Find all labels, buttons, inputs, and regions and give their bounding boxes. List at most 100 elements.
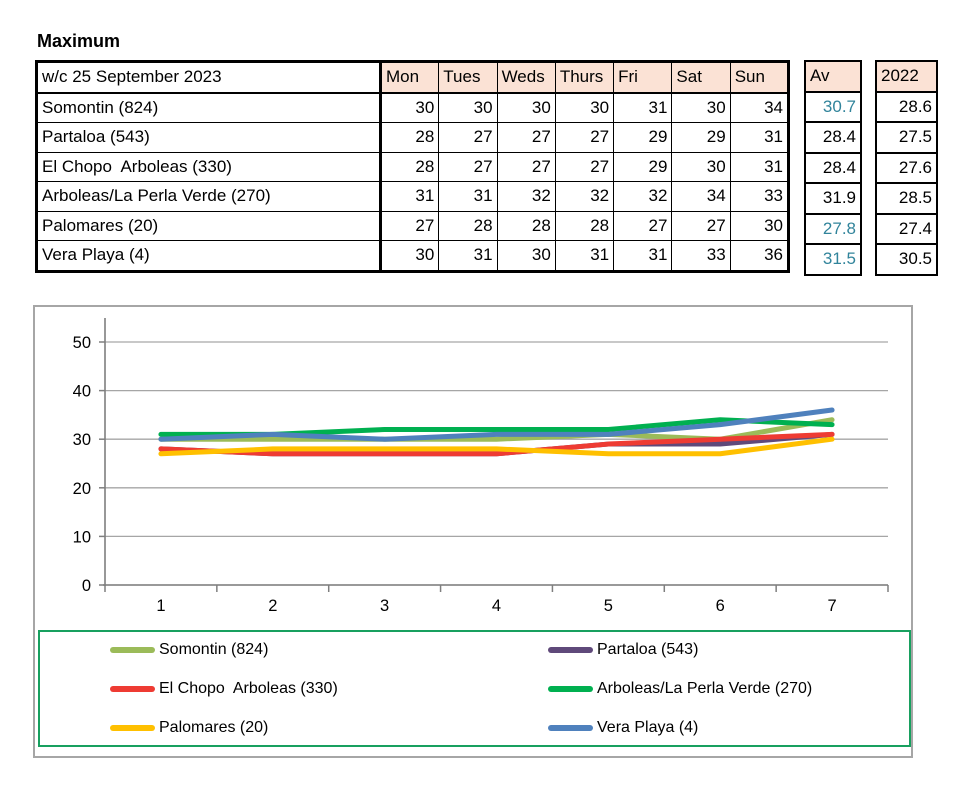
day-header: Weds	[496, 61, 556, 94]
row-label: Arboleas/La Perla Verde (270)	[36, 181, 382, 212]
av-header-row: Av	[804, 60, 862, 93]
weather-table: w/c 25 September 2023 Mon Tues Weds Thurs Fr…	[35, 60, 790, 273]
temp-cell: 28	[379, 122, 440, 153]
year-cell: 27.6	[875, 151, 938, 184]
legend-item: Partaloa (543)	[548, 639, 698, 661]
av-row: 27.8	[804, 212, 862, 245]
temp-cell: 30	[496, 92, 556, 123]
year-row: 27.5	[875, 121, 938, 154]
y-tick-label: 50	[73, 334, 91, 352]
temp-cell: 29	[613, 151, 673, 182]
year-row: 27.4	[875, 212, 938, 245]
temp-cell: 27	[671, 210, 731, 241]
temp-cell: 27	[438, 151, 498, 182]
legend-swatch-icon	[548, 647, 593, 653]
av-cell: 28.4	[804, 151, 862, 184]
legend-item: Somontin (824)	[110, 639, 268, 661]
temperature-chart: 0 10 20 30 40 50 1 2 3 4 5 6 7 Somontin (824) Partalo…	[33, 305, 913, 758]
temp-cell: 28	[554, 210, 615, 241]
table-corner-label: w/c 25 September 2023	[36, 61, 382, 94]
row-label: El Chopo Arboleas (330)	[36, 151, 382, 182]
legend-swatch-icon	[548, 686, 593, 692]
temp-cell: 31	[729, 122, 790, 153]
table-header-row: w/c 25 September 2023 Mon Tues Weds Thurs Fr…	[36, 61, 790, 94]
legend-label: Partaloa (543)	[597, 641, 699, 658]
temp-cell: 30	[671, 151, 731, 182]
temp-cell: 30	[554, 92, 615, 123]
row-label: Palomares (20)	[36, 210, 382, 241]
av-header: Av	[804, 60, 862, 93]
temp-cell: 27	[379, 210, 440, 241]
legend-label: Arboleas/La Perla Verde (270)	[597, 680, 813, 697]
chart-plot: 0 10 20 30 40 50 1 2 3 4 5 6 7	[73, 318, 889, 615]
temp-cell: 28	[496, 210, 556, 241]
temp-cell: 30	[379, 240, 440, 272]
temp-cell: 27	[496, 122, 556, 153]
row-label: Partaloa (543)	[36, 122, 382, 153]
table-row: Palomares (20) 27 28 28 28 27 27 30	[36, 210, 790, 241]
av-row: 28.4	[804, 151, 862, 184]
legend-label: Vera Playa (4)	[597, 719, 699, 736]
temp-cell: 31	[554, 240, 615, 272]
year-header-row: 2022	[875, 60, 938, 93]
legend-swatch-icon	[548, 725, 593, 731]
temp-cell: 33	[729, 181, 790, 212]
y-tick-label: 10	[73, 528, 91, 546]
temp-cell: 29	[613, 122, 673, 153]
series-line	[158, 431, 835, 457]
legend-label: El Chopo Arboleas (330)	[159, 680, 338, 697]
temp-cell: 27	[496, 151, 556, 182]
x-tick-label: 7	[827, 597, 836, 615]
temp-cell: 30	[438, 92, 498, 123]
row-label: Somontin (824)	[36, 92, 382, 123]
av-cell: 30.7	[804, 90, 862, 123]
day-header: Fri	[613, 61, 673, 94]
av-row: 30.7	[804, 90, 862, 123]
year-cell: 30.5	[875, 243, 938, 276]
x-tick-label: 2	[268, 597, 277, 615]
table-row: Somontin (824) 30 30 30 30 31 30 34	[36, 92, 790, 123]
av-table: Av 30.7 28.4 28.4 31.9 27.8 31.5	[804, 60, 862, 276]
row-label: Vera Playa (4)	[36, 240, 382, 272]
x-tick-label: 4	[492, 597, 501, 615]
legend-swatch-icon	[110, 647, 155, 653]
day-header: Thurs	[554, 61, 615, 94]
table-row: Vera Playa (4) 30 31 30 31 31 33 36	[36, 240, 790, 272]
temp-cell: 30	[671, 92, 731, 123]
legend-label: Somontin (824)	[159, 641, 269, 658]
temp-cell: 27	[438, 122, 498, 153]
legend-item: Vera Playa (4)	[548, 717, 698, 739]
temp-cell: 31	[438, 181, 498, 212]
temp-cell: 27	[554, 151, 615, 182]
temp-cell: 36	[729, 240, 790, 272]
day-header: Sat	[671, 61, 731, 94]
temp-cell: 34	[671, 181, 731, 212]
x-tick-label: 6	[716, 597, 725, 615]
temp-cell: 28	[438, 210, 498, 241]
legend-item: Arboleas/La Perla Verde (270)	[548, 678, 812, 700]
x-tick-label: 5	[604, 597, 613, 615]
temp-cell: 29	[671, 122, 731, 153]
temp-cell: 31	[379, 181, 440, 212]
table-row: Partaloa (543) 28 27 27 27 29 29 31	[36, 122, 790, 153]
av-row: 31.5	[804, 243, 862, 276]
av-cell: 31.9	[804, 182, 862, 215]
temp-cell: 32	[554, 181, 615, 212]
year-table: 2022 28.6 27.5 27.6 28.5 27.4 30.5	[875, 60, 938, 276]
year-row: 28.5	[875, 182, 938, 215]
y-tick-label: 40	[73, 383, 91, 401]
temp-cell: 31	[613, 92, 673, 123]
series-line	[158, 407, 835, 442]
legend-item: Palomares (20)	[110, 717, 268, 739]
legend-swatch-icon	[110, 725, 155, 731]
day-header: Mon	[379, 61, 440, 94]
temp-cell: 30	[496, 240, 556, 272]
x-tick-label: 3	[380, 597, 389, 615]
y-tick-label: 20	[73, 480, 91, 498]
x-tick-label: 1	[156, 597, 165, 615]
chart-legend: Somontin (824) Partaloa (543) El Chopo Arb…	[38, 630, 911, 747]
temp-cell: 31	[729, 151, 790, 182]
temp-cell: 31	[438, 240, 498, 272]
year-row: 30.5	[875, 243, 938, 276]
year-cell: 27.4	[875, 212, 938, 245]
